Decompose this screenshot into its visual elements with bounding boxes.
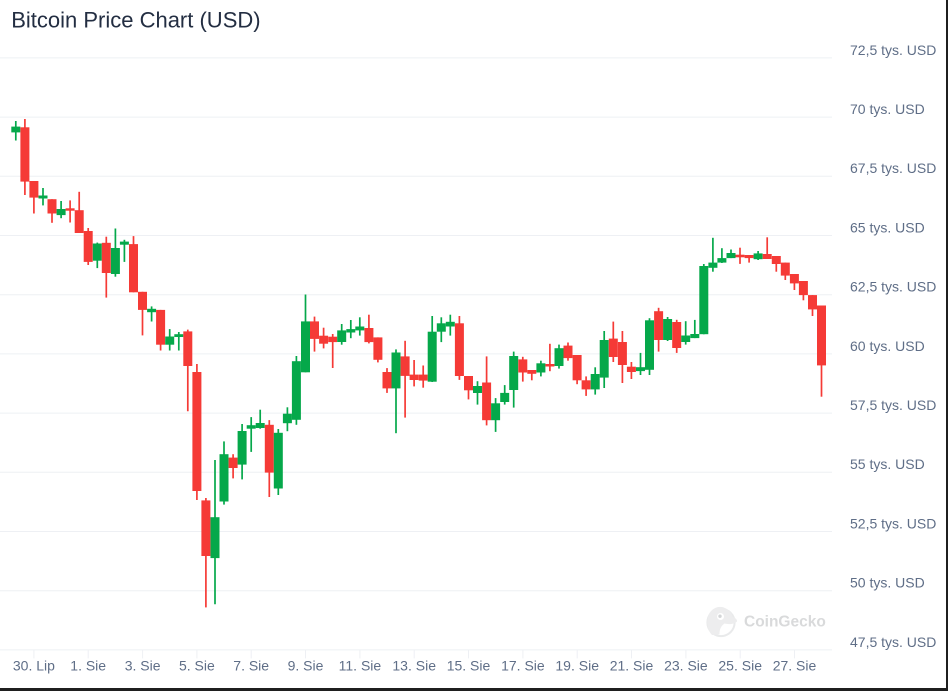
svg-text:65 tys. USD: 65 tys. USD [850, 219, 925, 235]
svg-text:47,5 tys. USD: 47,5 tys. USD [850, 634, 936, 650]
svg-text:62,5 tys. USD: 62,5 tys. USD [850, 279, 936, 295]
svg-text:1. Sie: 1. Sie [70, 657, 106, 673]
svg-text:25. Sie: 25. Sie [718, 657, 762, 673]
svg-text:27. Sie: 27. Sie [773, 657, 817, 673]
svg-text:55 tys. USD: 55 tys. USD [850, 456, 925, 472]
svg-text:57,5 tys. USD: 57,5 tys. USD [850, 397, 936, 413]
svg-text:9. Sie: 9. Sie [288, 657, 324, 673]
svg-text:5. Sie: 5. Sie [179, 657, 215, 673]
svg-text:30. Lip: 30. Lip [13, 657, 55, 673]
svg-text:11. Sie: 11. Sie [339, 657, 382, 673]
svg-text:7. Sie: 7. Sie [233, 657, 269, 673]
svg-text:CoinGecko: CoinGecko [744, 613, 826, 630]
svg-text:19. Sie: 19. Sie [555, 657, 599, 673]
svg-text:52,5 tys. USD: 52,5 tys. USD [850, 515, 936, 531]
svg-text:3. Sie: 3. Sie [125, 657, 161, 673]
svg-text:72,5 tys. USD: 72,5 tys. USD [850, 42, 936, 58]
svg-text:13. Sie: 13. Sie [392, 657, 436, 673]
svg-text:67,5 tys. USD: 67,5 tys. USD [850, 160, 936, 176]
svg-text:Bitcoin Price Chart (USD): Bitcoin Price Chart (USD) [11, 8, 260, 33]
svg-text:70 tys. USD: 70 tys. USD [850, 101, 925, 117]
svg-text:50 tys. USD: 50 tys. USD [850, 575, 925, 591]
svg-text:17. Sie: 17. Sie [501, 657, 545, 673]
svg-text:23. Sie: 23. Sie [664, 657, 708, 673]
svg-text:21. Sie: 21. Sie [610, 657, 654, 673]
svg-text:15. Sie: 15. Sie [447, 657, 491, 673]
svg-text:60 tys. USD: 60 tys. USD [850, 338, 925, 354]
